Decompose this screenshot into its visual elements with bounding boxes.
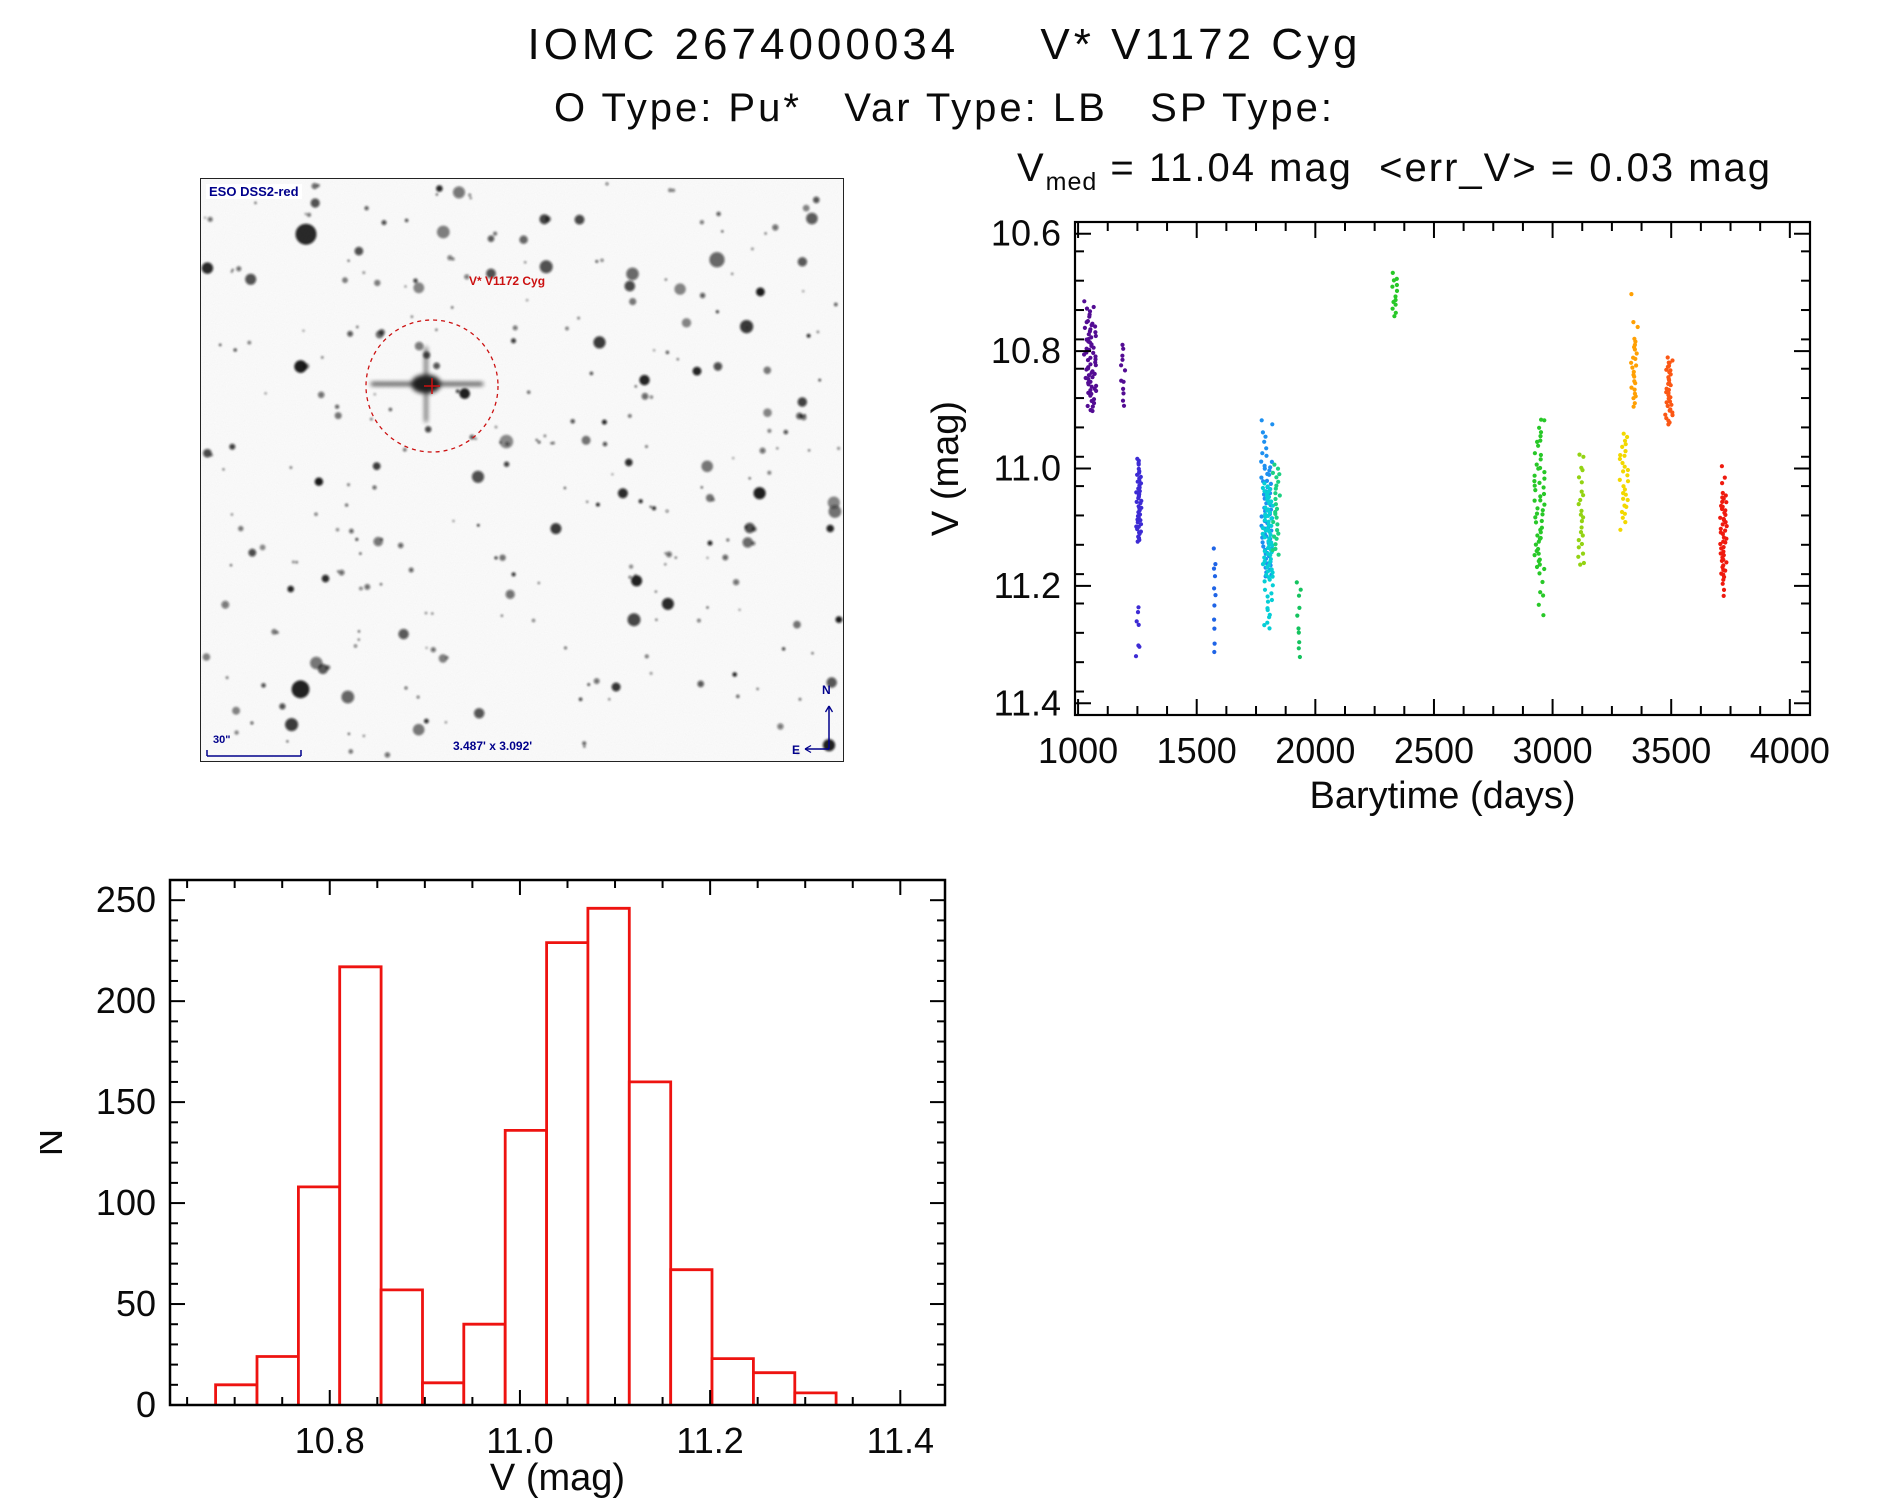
histogram-plot: 10.8 11.0 11.2 11.4 0 50 100 150 200 250 V (mag) N xyxy=(40,878,947,1499)
svg-text:2000: 2000 xyxy=(1275,730,1355,771)
vmed-symbol: V xyxy=(1016,146,1046,190)
svg-text:11.2: 11.2 xyxy=(676,1420,743,1461)
lightcurve-plot: 1000 1500 2000 2500 3000 3500 4000 10.6 10.8 11.0… xyxy=(925,213,1830,817)
starfield-image xyxy=(201,179,843,761)
svg-text:50: 50 xyxy=(116,1283,156,1324)
svg-text:Barytime (days): Barytime (days) xyxy=(1309,775,1575,817)
svg-text:V (mag): V (mag) xyxy=(490,1457,625,1499)
compass-north-label: N xyxy=(822,683,831,697)
svg-text:100: 100 xyxy=(96,1182,156,1223)
svg-text:200: 200 xyxy=(96,980,156,1021)
svg-text:1500: 1500 xyxy=(1157,730,1237,771)
svg-text:10.6: 10.6 xyxy=(991,213,1061,254)
fov-label: 3.487' x 3.092' xyxy=(453,739,533,753)
scalebar-label: 30" xyxy=(213,734,231,746)
svg-text:N: N xyxy=(40,1129,71,1156)
svg-text:3500: 3500 xyxy=(1631,730,1711,771)
svg-text:2500: 2500 xyxy=(1394,730,1474,771)
svg-text:10.8: 10.8 xyxy=(295,1420,365,1461)
page-title: IOMC 2674000034 V* V1172 Cyg xyxy=(527,20,1362,69)
svg-text:11.2: 11.2 xyxy=(994,565,1061,606)
survey-label: ESO DSS2-red xyxy=(206,184,302,199)
svg-text:250: 250 xyxy=(96,879,156,920)
compass-east-label: E xyxy=(792,743,801,757)
svg-text:V (mag): V (mag) xyxy=(925,401,967,536)
vmed-subscript: med xyxy=(1045,168,1098,196)
svg-text:150: 150 xyxy=(96,1081,156,1122)
svg-text:11.4: 11.4 xyxy=(867,1420,934,1461)
svg-text:11.0: 11.0 xyxy=(994,448,1061,489)
svg-text:3000: 3000 xyxy=(1513,730,1593,771)
svg-text:11.0: 11.0 xyxy=(486,1420,553,1461)
lightcurve-title: Vmed = 11.04 mag <err_V> = 0.03 mag xyxy=(900,146,1889,197)
svg-text:11.4: 11.4 xyxy=(994,682,1061,723)
finder-chart: ESO DSS2-red V* V1172 Cyg 30" 3.487' x 3… xyxy=(200,178,844,762)
svg-text:10.8: 10.8 xyxy=(991,330,1061,371)
vmed-stats: = 11.04 mag <err_V> = 0.03 mag xyxy=(1097,146,1773,190)
page-subtitle: O Type: Pu* Var Type: LB SP Type: xyxy=(553,86,1336,130)
target-label: V* V1172 Cyg xyxy=(469,274,546,288)
svg-text:4000: 4000 xyxy=(1750,730,1830,771)
svg-text:0: 0 xyxy=(136,1384,156,1425)
svg-text:1000: 1000 xyxy=(1038,730,1118,771)
